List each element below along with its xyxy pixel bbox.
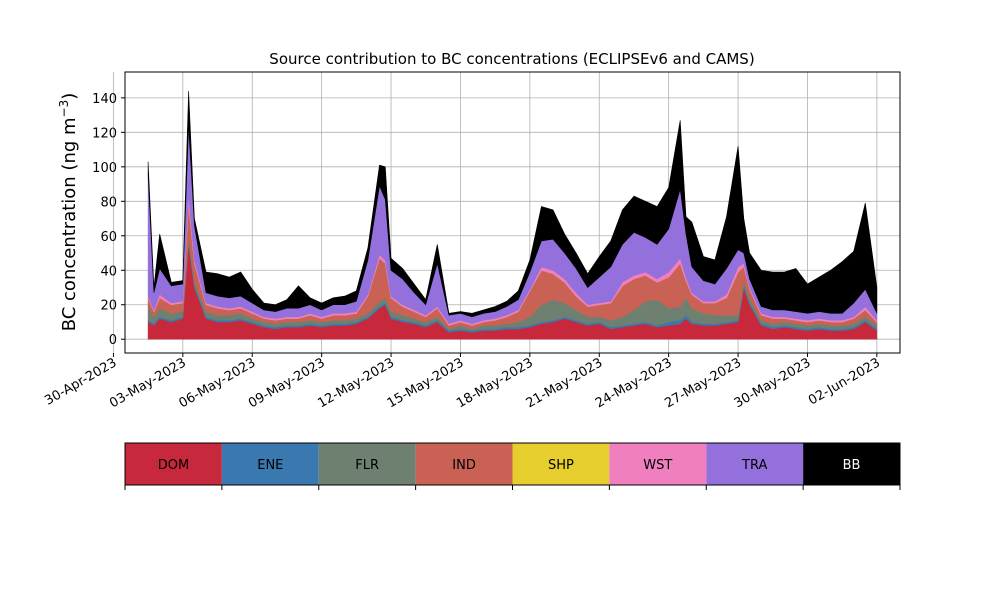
legend-swatch-shp xyxy=(512,443,610,485)
y-axis-label-suffix: ) xyxy=(59,93,80,100)
legend-label-dom: DOM xyxy=(158,458,189,473)
legend-label-flr: FLR xyxy=(355,458,379,473)
legend: DOM ENE FLR IND SHP WST TRA BB xyxy=(124,442,901,490)
legend-swatch-dom xyxy=(125,443,222,485)
legend-label-bb: BB xyxy=(843,458,861,473)
legend-label-shp: SHP xyxy=(548,458,574,473)
y-tick-label: 0 xyxy=(109,333,117,348)
y-tick-label: 140 xyxy=(92,92,117,107)
legend-swatch-wst xyxy=(609,443,707,485)
legend-swatch-ind xyxy=(415,443,513,485)
y-axis-label-exponent: −3 xyxy=(57,100,71,118)
y-tick-label: 100 xyxy=(92,161,117,176)
legend-label-ind: IND xyxy=(452,458,476,473)
legend-label-ene: ENE xyxy=(257,458,283,473)
y-tick-label: 40 xyxy=(100,264,117,279)
y-tick-label: 60 xyxy=(100,230,117,245)
y-tick-label: 20 xyxy=(100,299,117,314)
area-bb xyxy=(147,90,878,318)
legend-swatch-flr xyxy=(318,443,416,485)
stacked-areas xyxy=(147,90,878,340)
legend-label-tra: TRA xyxy=(741,458,767,473)
legend-swatch-tra xyxy=(706,443,804,485)
plot-frame xyxy=(124,71,901,354)
y-tick-label: 120 xyxy=(92,126,117,141)
chart-title: Source contribution to BC concentrations… xyxy=(269,50,754,68)
legend-swatch-ene xyxy=(221,443,319,485)
legend-label-wst: WST xyxy=(643,458,672,473)
y-tick-label: 80 xyxy=(100,195,117,210)
y-axis-label-main: BC concentration (ng m xyxy=(59,117,80,331)
y-axis-label: BC concentration (ng m−3) xyxy=(57,93,80,332)
legend-swatch-bb xyxy=(803,443,900,485)
